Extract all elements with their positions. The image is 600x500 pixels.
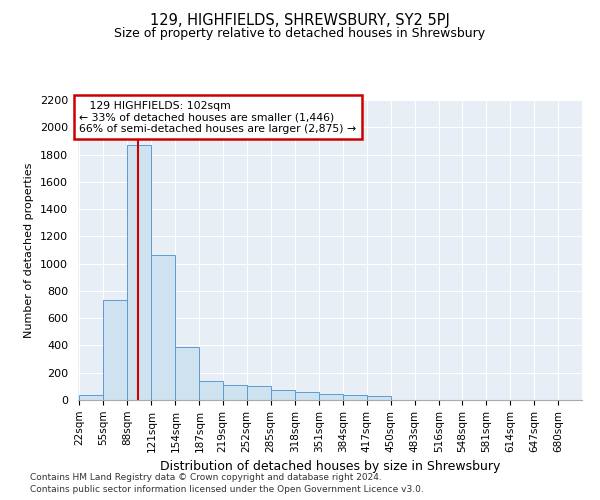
Y-axis label: Number of detached properties: Number of detached properties: [25, 162, 34, 338]
Bar: [295, 392, 319, 400]
Bar: [319, 394, 343, 400]
Bar: [103, 300, 127, 400]
Text: Size of property relative to detached houses in Shrewsbury: Size of property relative to detached ho…: [115, 28, 485, 40]
Bar: [199, 381, 223, 400]
Bar: [247, 386, 271, 400]
Bar: [343, 394, 367, 400]
Bar: [223, 385, 247, 400]
Bar: [79, 394, 103, 400]
Bar: [151, 256, 175, 400]
Bar: [127, 145, 151, 400]
Bar: [271, 390, 295, 400]
Text: 129 HIGHFIELDS: 102sqm
← 33% of detached houses are smaller (1,446)
66% of semi-: 129 HIGHFIELDS: 102sqm ← 33% of detached…: [79, 100, 356, 134]
Text: 129, HIGHFIELDS, SHREWSBURY, SY2 5PJ: 129, HIGHFIELDS, SHREWSBURY, SY2 5PJ: [150, 12, 450, 28]
Bar: [175, 347, 199, 400]
Text: Contains public sector information licensed under the Open Government Licence v3: Contains public sector information licen…: [30, 485, 424, 494]
Text: Contains HM Land Registry data © Crown copyright and database right 2024.: Contains HM Land Registry data © Crown c…: [30, 472, 382, 482]
X-axis label: Distribution of detached houses by size in Shrewsbury: Distribution of detached houses by size …: [160, 460, 500, 473]
Bar: [367, 396, 391, 400]
